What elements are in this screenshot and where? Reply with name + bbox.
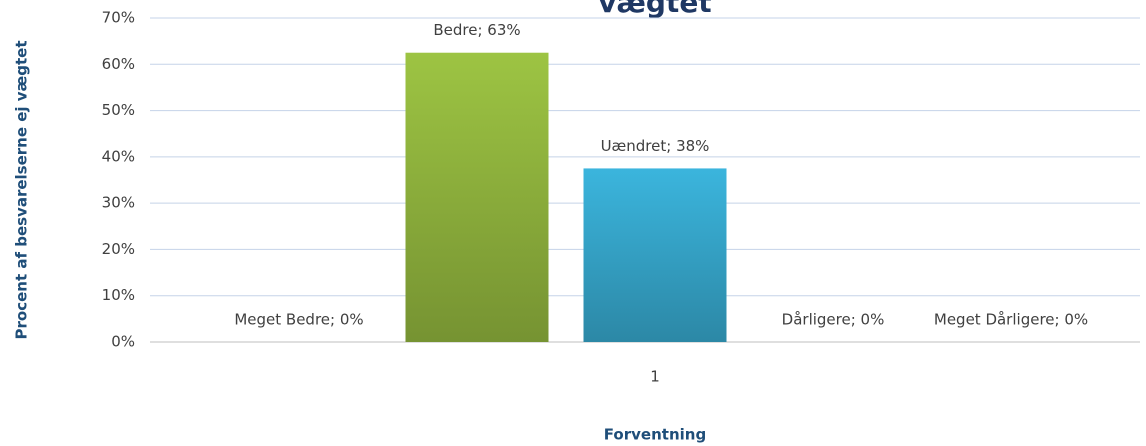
chart-title: vægtet <box>598 0 711 19</box>
data-label: Uændret; 38% <box>601 137 710 155</box>
data-label: Meget Dårligere; 0% <box>934 311 1088 329</box>
x-tick-label: 1 <box>650 368 660 386</box>
y-tick-label: 70% <box>102 9 135 27</box>
data-label: Dårligere; 0% <box>782 311 885 329</box>
y-tick-label: 10% <box>102 286 135 304</box>
data-label: Meget Bedre; 0% <box>234 311 363 329</box>
y-tick-label: 0% <box>111 333 135 351</box>
x-axis-title: Forventning <box>604 426 706 444</box>
y-tick-label: 50% <box>102 101 135 119</box>
bar <box>583 168 727 342</box>
bar <box>405 52 549 342</box>
y-axis-title: Procent af besvarelserne ej vægtet <box>13 40 31 339</box>
y-tick-label: 30% <box>102 194 135 212</box>
y-tick-label: 60% <box>102 55 135 73</box>
y-tick-label: 20% <box>102 240 135 258</box>
data-label: Bedre; 63% <box>433 21 520 39</box>
y-tick-label: 40% <box>102 147 135 165</box>
